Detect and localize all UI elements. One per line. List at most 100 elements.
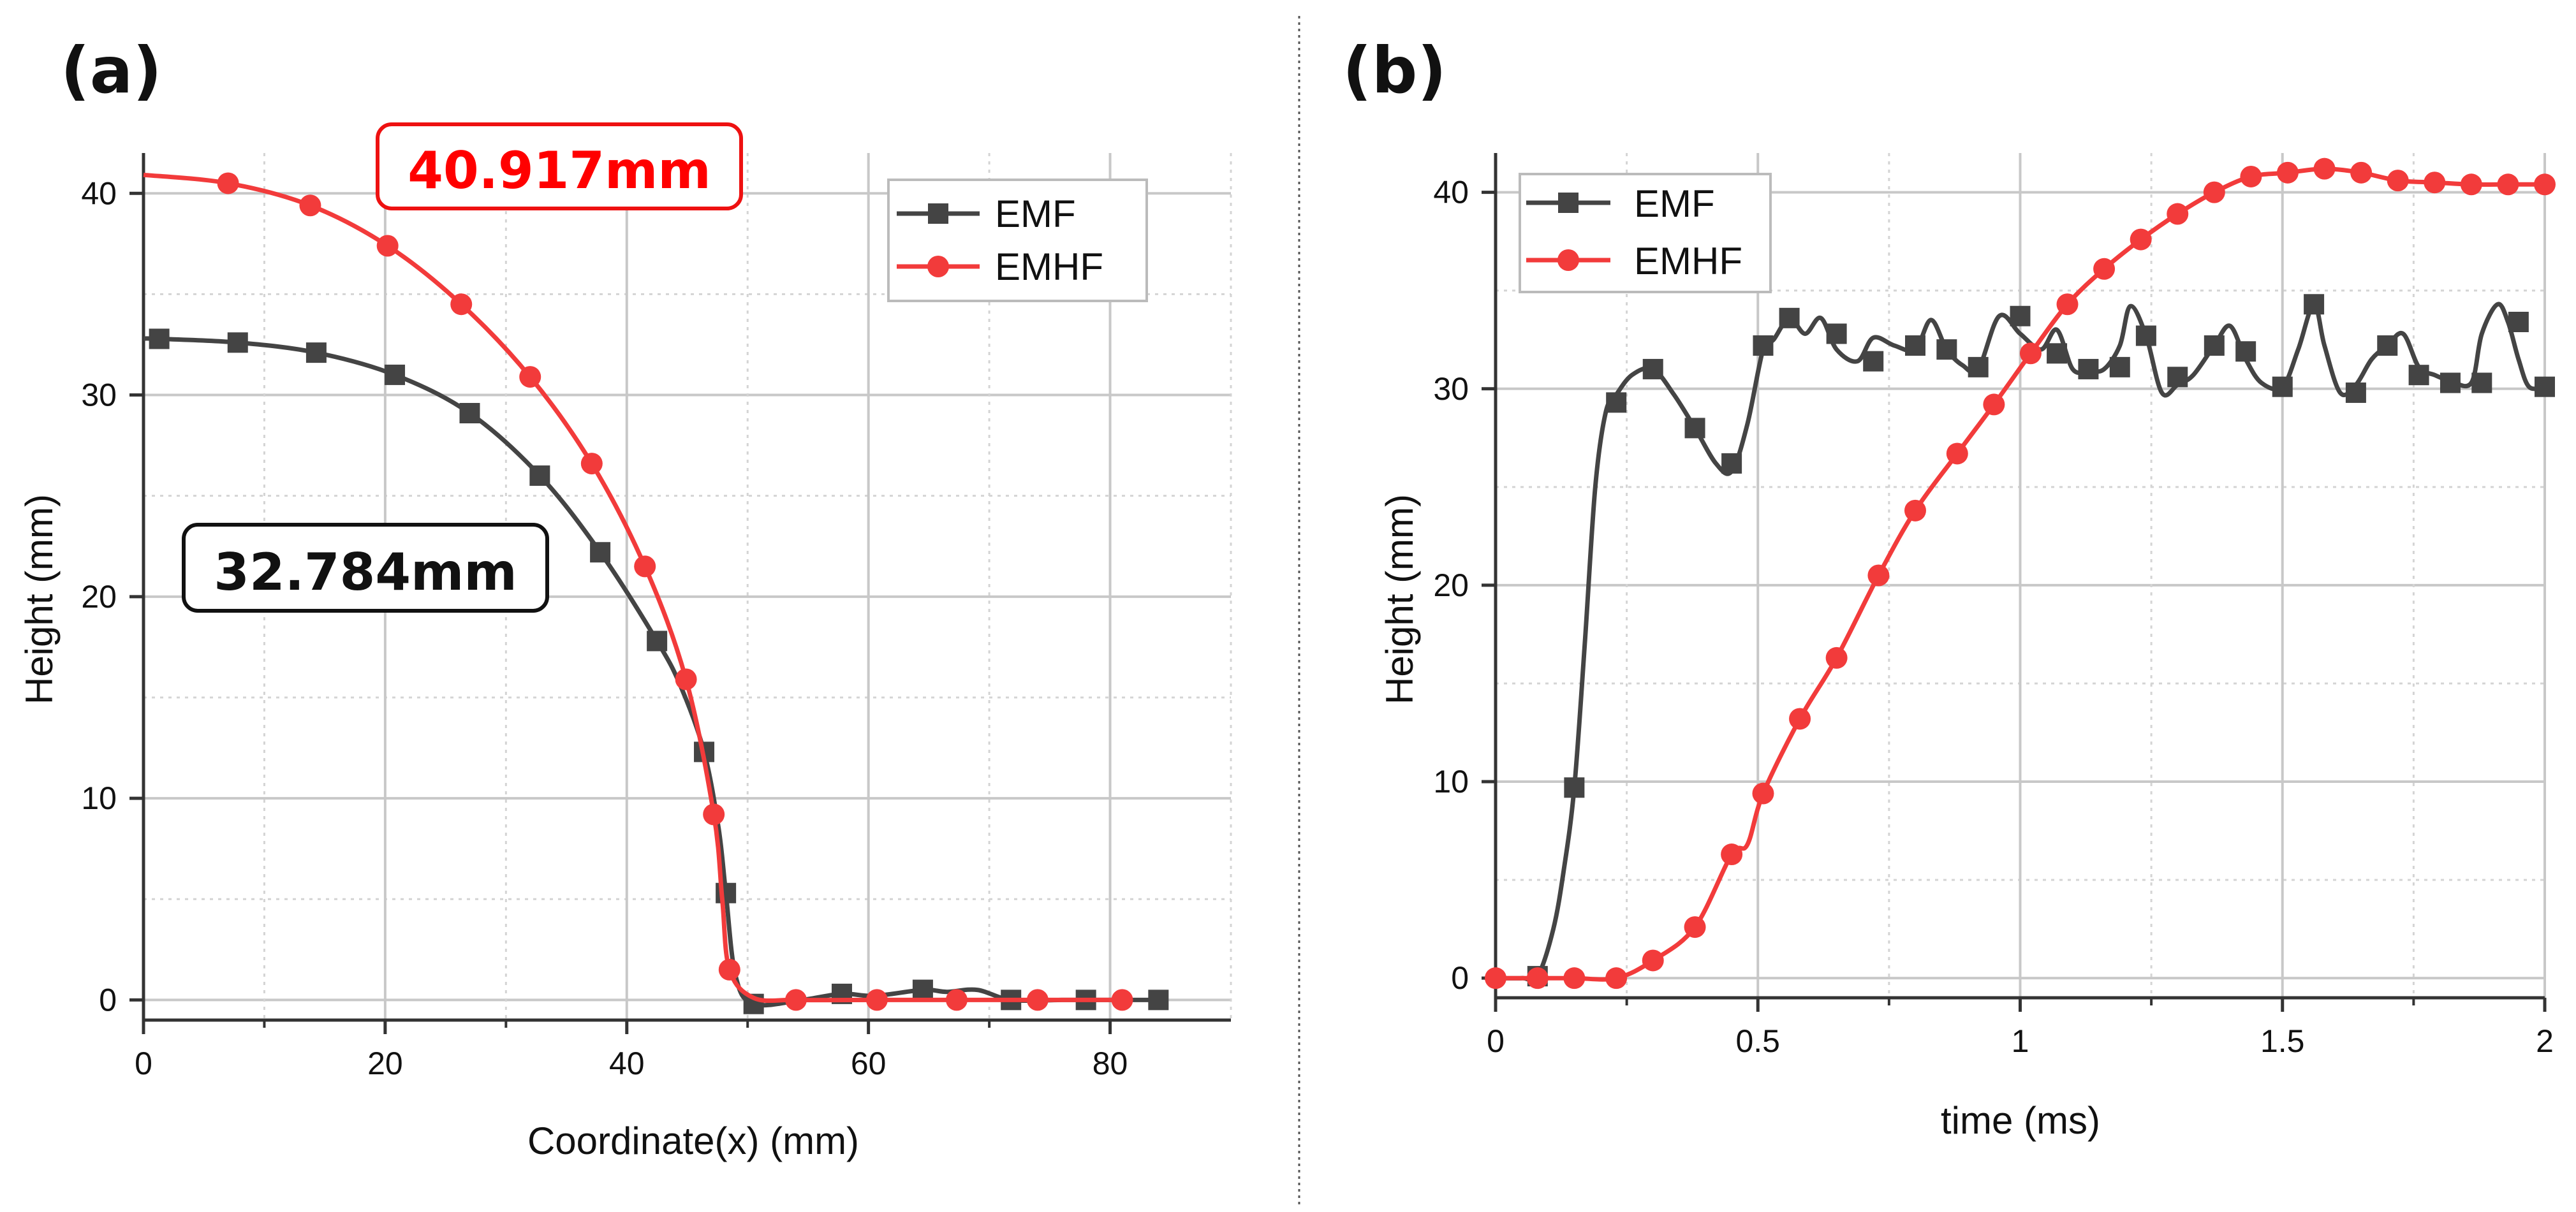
panel-b-letter: (b) <box>1343 33 1446 108</box>
y-tick-label: 10 <box>1433 764 1469 799</box>
series-emhf-marker <box>299 194 321 217</box>
series-emf-marker <box>149 328 170 349</box>
series-emhf-marker <box>2534 173 2556 196</box>
y-tick-label: 10 <box>81 780 117 816</box>
series-emf-marker <box>1863 351 1884 372</box>
series-emhf-marker <box>2424 172 2446 194</box>
series-emf-marker <box>1968 356 1989 377</box>
legend-b-emf-marker <box>1558 193 1579 213</box>
series-emf-marker <box>2304 294 2325 315</box>
y-tick-label: 0 <box>99 982 117 1018</box>
series-emhf-marker <box>450 293 473 316</box>
chart-b-legend: EMF EMHF <box>1519 173 1772 293</box>
series-emf-marker <box>305 342 327 363</box>
x-tick-label: 0.5 <box>1735 1023 1780 1059</box>
series-emhf-marker <box>580 453 603 475</box>
legend-emhf-marker <box>927 256 949 277</box>
chart-a-axes: 0 20 40 60 80 0 10 20 30 40 <box>81 153 1231 1081</box>
series-emf-marker <box>1606 392 1627 413</box>
series-emhf-marker <box>1563 967 1586 989</box>
chart-a-xlabel: Coordinate(x) (mm) <box>527 1120 859 1162</box>
series-emhf-marker <box>217 172 239 194</box>
series-emhf-marker <box>2203 181 2225 203</box>
series-emf-marker <box>647 631 668 652</box>
series-emhf-marker <box>2313 157 2336 180</box>
x-tick-label: 40 <box>609 1046 645 1081</box>
series-emf-marker <box>912 979 933 1000</box>
chart-b-series <box>1485 157 2556 989</box>
series-emhf-marker <box>2093 258 2116 280</box>
series-emhf-marker <box>2019 342 2042 365</box>
callout-emhf-max-box <box>376 122 743 210</box>
series-emhf-marker <box>1526 967 1549 989</box>
series-emhf-marker <box>675 668 697 690</box>
series-emhf-marker <box>2276 161 2299 184</box>
series-emf-marker <box>2135 325 2156 346</box>
y-tick-label: 20 <box>81 579 117 615</box>
series-emhf-marker <box>519 366 541 388</box>
series-emf-marker <box>716 882 737 903</box>
series-emf-marker <box>1905 335 1925 356</box>
series-emhf-marker <box>703 803 725 826</box>
series-emf-marker <box>1753 335 1774 356</box>
series-emhf-marker <box>945 989 968 1011</box>
series-emhf-marker <box>1111 989 1133 1011</box>
chart-a: 0 20 40 60 80 0 10 20 30 40 Coordinate(x) (mm) He… <box>18 122 1232 1162</box>
series-emf-marker <box>1826 323 1847 344</box>
panel-a-letter: (a) <box>61 33 162 108</box>
legend-b-emhf-marker <box>1557 249 1579 271</box>
series-emhf-marker <box>2130 228 2152 251</box>
series-emhf-marker <box>2460 173 2482 196</box>
y-tick-label: 40 <box>81 175 117 211</box>
series-emf-marker <box>1721 453 1742 474</box>
x-tick-label: 60 <box>851 1046 887 1081</box>
chart-b-ylabel: Height (mm) <box>1378 494 1421 705</box>
chart-a-legend-box <box>887 179 1148 302</box>
legend-emhf-label: EMHF <box>995 245 1103 288</box>
series-emf-marker <box>2377 335 2398 356</box>
series-emhf-marker <box>1752 782 1774 805</box>
series-emhf-marker <box>1825 646 1848 669</box>
series-emhf-marker <box>785 989 807 1011</box>
series-emf-marker <box>529 465 550 486</box>
x-tick-label: 0 <box>1487 1023 1505 1059</box>
series-emf-marker <box>2345 382 2366 403</box>
callout-emhf-max-text: 40.917mm <box>408 141 710 200</box>
y-tick-label: 40 <box>1433 175 1469 210</box>
callout-emf-max-box <box>182 523 549 613</box>
series-emf-marker <box>2010 305 2031 326</box>
series-emf-marker <box>1936 339 1957 360</box>
x-tick-label: 1.5 <box>2260 1023 2305 1059</box>
series-emf-marker <box>590 542 611 563</box>
y-tick-label: 30 <box>1433 371 1469 407</box>
series-emf-marker <box>1684 418 1705 439</box>
series-emhf-marker <box>865 989 888 1011</box>
x-tick-label: 1 <box>2012 1023 2029 1059</box>
series-emhf-marker <box>1721 843 1743 866</box>
chart-a-legend: EMF EMHF <box>887 179 1148 302</box>
series-emhf-marker <box>2497 173 2519 196</box>
series-emhf-marker <box>718 958 740 981</box>
series-emf-marker <box>2204 335 2225 356</box>
chart-a-series <box>143 172 1169 1014</box>
series-emf-marker <box>2272 376 2293 397</box>
series-emhf-marker <box>1642 949 1664 972</box>
series-emf-marker <box>1779 307 1800 328</box>
series-emf-marker <box>2235 341 2256 362</box>
series-emhf-marker <box>1684 916 1706 938</box>
series-emhf-marker <box>1485 967 1506 989</box>
series-emhf-marker <box>1026 989 1049 1011</box>
series-emf-marker <box>2408 365 2429 386</box>
series-emhf-marker <box>1605 967 1628 989</box>
series-emhf-marker <box>2387 170 2409 192</box>
x-tick-label: 0 <box>135 1046 152 1081</box>
series-emhf-marker <box>376 235 399 257</box>
series-emhf-marker <box>2240 165 2262 187</box>
series-emf-line <box>143 336 1159 1008</box>
series-emf-marker <box>2167 367 2188 388</box>
chart-b-xlabel: time (ms) <box>1941 1099 2100 1142</box>
legend-emf-label: EMF <box>995 193 1076 235</box>
series-emhf-marker <box>2350 161 2373 184</box>
